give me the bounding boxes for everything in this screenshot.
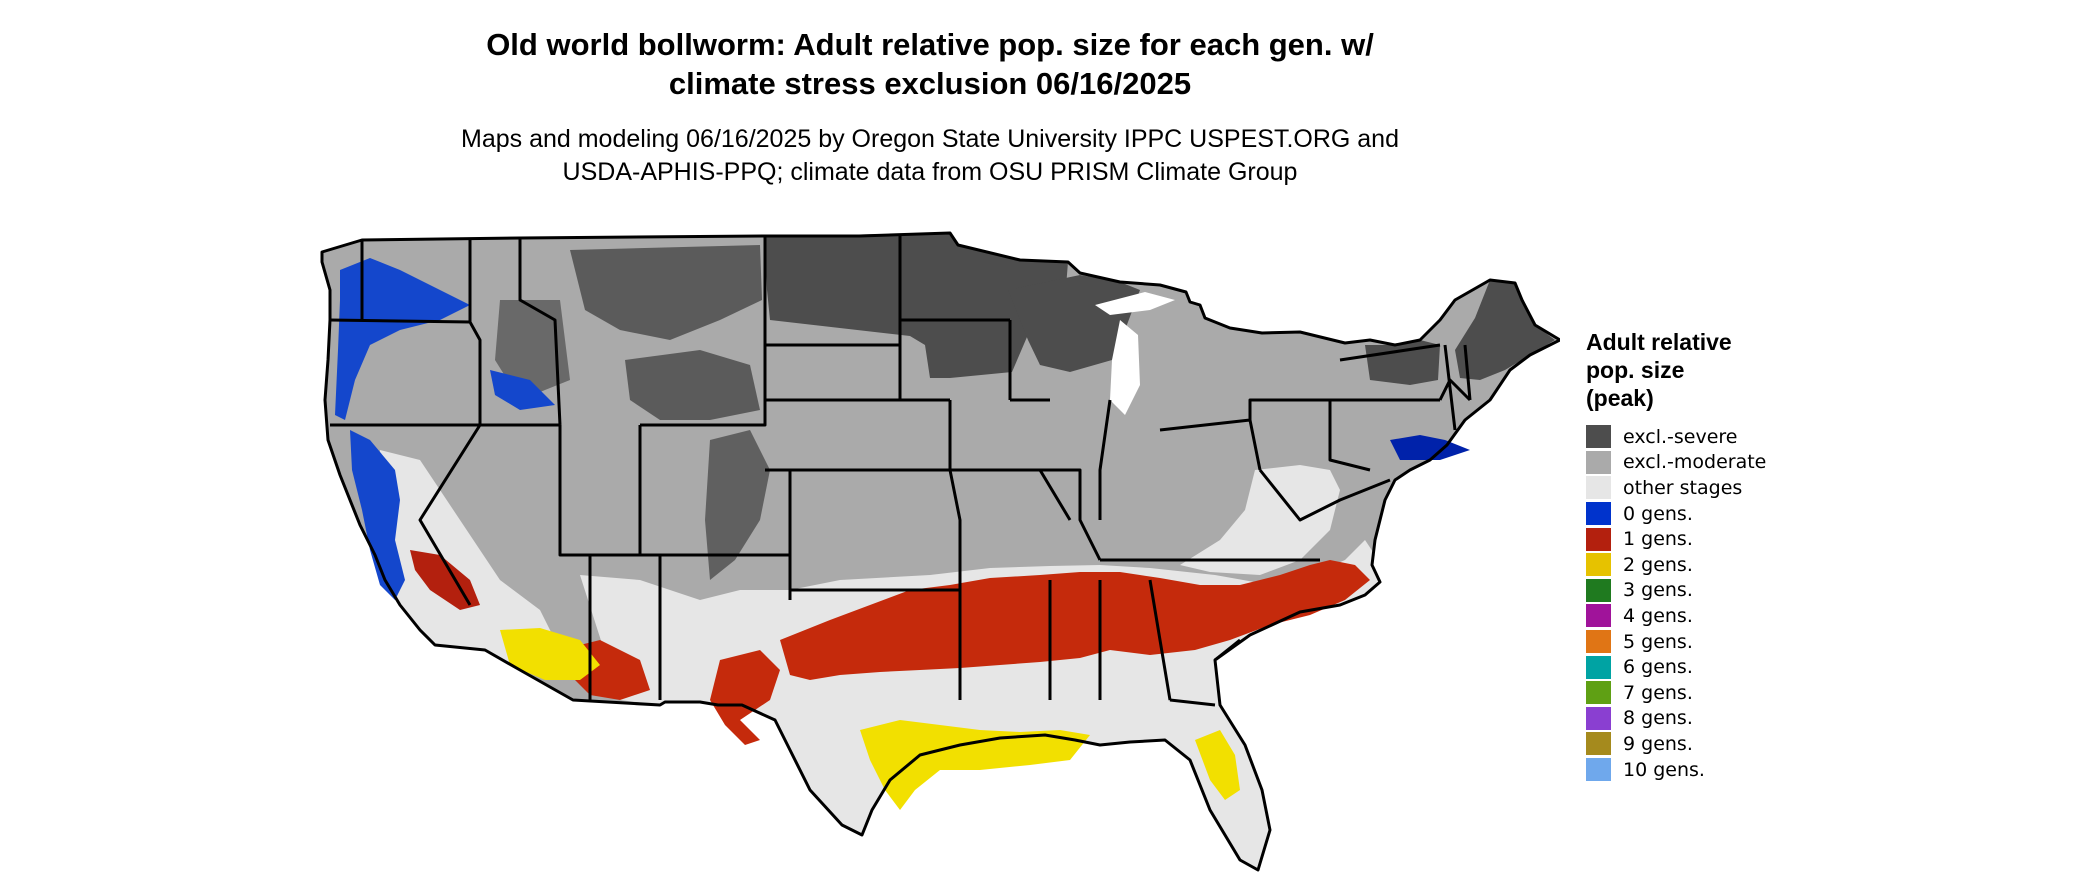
legend-swatch: [1586, 758, 1611, 782]
zero-gen-northeast: [1390, 435, 1470, 460]
legend-swatch: [1586, 502, 1611, 526]
legend-item: 4 gens.: [1586, 603, 1846, 629]
one-gen-texas-west: [710, 650, 780, 745]
legend-label: other stages: [1623, 476, 1743, 499]
legend-item: 7 gens.: [1586, 680, 1846, 706]
legend-label: 3 gens.: [1623, 579, 1693, 602]
zero-gen-california: [350, 430, 405, 600]
zero-gen-pacific-nw: [335, 258, 470, 420]
severe-exclusion-wisconsin: [1008, 275, 1140, 372]
legend-swatch: [1586, 655, 1611, 679]
legend-item: 6 gens.: [1586, 654, 1846, 680]
two-gen-florida: [1195, 730, 1240, 800]
legend-title-line-3: (peak): [1586, 385, 1654, 411]
legend-items: excl.-severe excl.-moderate other stages 0 …: [1586, 424, 1846, 782]
two-gen-arizona: [500, 628, 600, 680]
legend-swatch: [1586, 630, 1611, 654]
subtitle-line-1: Maps and modeling 06/16/2025 by Oregon S…: [461, 125, 1399, 153]
legend-title: Adult relative pop. size (peak): [1586, 328, 1846, 412]
legend-label: excl.-moderate: [1623, 451, 1767, 474]
legend-item: 5 gens.: [1586, 629, 1846, 655]
legend-swatch: [1586, 425, 1611, 449]
map-title: Old world bollworm: Adult relative pop. …: [0, 25, 1860, 103]
legend-swatch: [1586, 681, 1611, 705]
legend-label: excl.-severe: [1623, 425, 1738, 448]
legend-label: 5 gens.: [1623, 630, 1693, 653]
legend-label: 1 gens.: [1623, 528, 1693, 551]
title-line-2: climate stress exclusion 06/16/2025: [668, 66, 1192, 101]
legend-title-line-1: Adult relative: [1586, 329, 1732, 355]
other-stages-west: [375, 450, 560, 670]
severe-exclusion-north: [765, 233, 1068, 378]
severe-exclusion-co: [705, 430, 770, 580]
legend-item: 3 gens.: [1586, 578, 1846, 604]
legend-swatch: [1586, 527, 1611, 551]
severe-exclusion-ny: [1365, 340, 1440, 385]
other-stages-mid-atlantic: [1180, 465, 1340, 575]
map-legend: Adult relative pop. size (peak) excl.-se…: [1586, 328, 1846, 782]
legend-swatch: [1586, 476, 1611, 500]
state-borders: [320, 231, 1560, 872]
legend-item: 2 gens.: [1586, 552, 1846, 578]
legend-title-line-2: pop. size: [1586, 357, 1685, 383]
legend-item: 10 gens.: [1586, 757, 1846, 783]
title-line-1: Old world bollworm: Adult relative pop. …: [486, 27, 1374, 62]
legend-item: excl.-severe: [1586, 424, 1846, 450]
legend-swatch: [1586, 706, 1611, 730]
legend-item: 0 gens.: [1586, 501, 1846, 527]
legend-label: 6 gens.: [1623, 656, 1693, 679]
severe-exclusion-mt: [570, 245, 762, 340]
legend-label: 10 gens.: [1623, 758, 1705, 781]
us-map: [320, 231, 1560, 872]
legend-item: 9 gens.: [1586, 731, 1846, 757]
two-gen-gulf-coast: [860, 720, 1090, 810]
legend-item: 8 gens.: [1586, 706, 1846, 732]
legend-label: 8 gens.: [1623, 707, 1693, 730]
legend-swatch: [1586, 732, 1611, 756]
legend-swatch: [1586, 450, 1611, 474]
legend-item: other stages: [1586, 475, 1846, 501]
legend-item: excl.-moderate: [1586, 450, 1846, 476]
severe-exclusion-wy: [625, 350, 760, 420]
legend-label: 2 gens.: [1623, 553, 1693, 576]
subtitle-line-2: USDA-APHIS-PPQ; climate data from OSU PR…: [562, 158, 1298, 186]
legend-label: 7 gens.: [1623, 681, 1693, 704]
legend-item: 1 gens.: [1586, 526, 1846, 552]
severe-exclusion-id: [495, 300, 570, 400]
legend-label: 9 gens.: [1623, 732, 1693, 755]
map-subtitle: Maps and modeling 06/16/2025 by Oregon S…: [0, 123, 1860, 189]
legend-label: 0 gens.: [1623, 502, 1693, 525]
legend-label: 4 gens.: [1623, 604, 1693, 627]
great-lakes: [1095, 292, 1175, 415]
legend-swatch: [1586, 604, 1611, 628]
legend-swatch: [1586, 553, 1611, 577]
zero-gen-oregon-east: [490, 370, 555, 410]
legend-swatch: [1586, 578, 1611, 602]
